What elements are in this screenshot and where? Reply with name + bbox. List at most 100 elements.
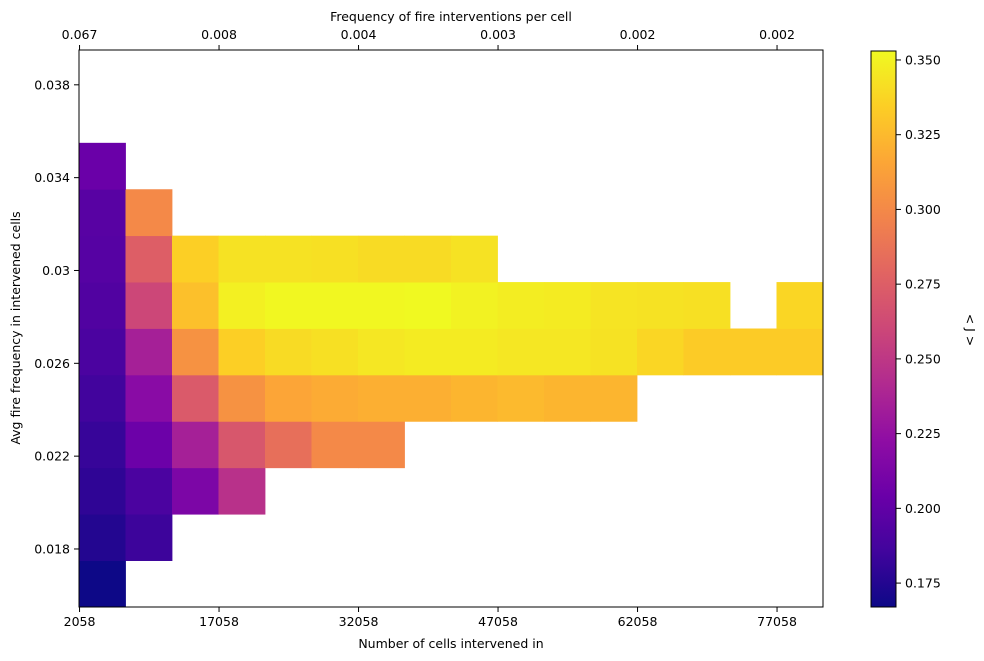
heatmap-cell (218, 282, 266, 329)
top-tick-label: 0.002 (620, 27, 656, 42)
heatmap-cell (79, 560, 126, 608)
y-axis: 0.018 0.022 0.026 0.03 0.034 0.038 (34, 77, 79, 556)
x-axis-label: Number of cells intervened in (358, 636, 543, 651)
heatmap-cell (683, 328, 731, 376)
heatmap-cell (125, 514, 173, 561)
colorbar-tick-label: 0.300 (905, 202, 941, 217)
y-axis-label: Avg fire frequency in intervened cells (8, 211, 23, 444)
heatmap-cell (125, 374, 173, 422)
heatmap-cell (265, 282, 312, 329)
heatmap-cell (311, 374, 359, 422)
heatmap-cell (637, 328, 684, 376)
y-tick-label: 0.034 (34, 170, 70, 185)
x-tick-label: 32058 (339, 614, 379, 629)
heatmap-cell (683, 282, 731, 329)
heatmap-cell (79, 467, 126, 515)
heatmap-cell (172, 374, 219, 422)
colorbar-tick-label: 0.175 (905, 576, 941, 591)
heatmap-cell (311, 421, 359, 469)
colorbar-ticks: 0.175 0.200 0.225 0.250 0.275 0.300 0.325 0.350 (896, 52, 941, 591)
plot-frame (78, 49, 824, 608)
colorbar-tick-label: 0.225 (905, 426, 941, 441)
heatmap-cell (125, 282, 173, 329)
heatmap-cell (544, 328, 591, 376)
heatmap-cell (79, 235, 126, 283)
heatmap-cell (590, 328, 638, 376)
heatmap-cell (776, 282, 824, 329)
heatmap-cell (497, 374, 545, 422)
heatmap-cell (404, 374, 452, 422)
heatmap-cell (358, 282, 405, 329)
x-tick-label: 2058 (64, 614, 96, 629)
y-tick-label: 0.022 (34, 449, 70, 464)
heatmap-cell (265, 235, 312, 283)
heatmap-cell (265, 421, 312, 469)
y-tick-label: 0.038 (34, 77, 70, 92)
heatmap-cell (358, 328, 405, 376)
heatmap-cell (404, 328, 452, 376)
heatmap-cell (79, 282, 126, 329)
x-tick-label: 47058 (478, 614, 518, 629)
heatmap-cell (218, 328, 266, 376)
heatmap-cell (218, 467, 266, 515)
heatmap-cells (79, 142, 824, 608)
heatmap-cell (404, 282, 452, 329)
top-tick-label: 0.002 (759, 27, 795, 42)
heatmap-cell (79, 374, 126, 422)
colorbar-label: < J > (963, 314, 978, 347)
heatmap-cell (730, 328, 777, 376)
heatmap-cell (125, 328, 173, 376)
y-tick-label: 0.03 (42, 263, 70, 278)
heatmap-cell (497, 282, 545, 329)
heatmap-cell (125, 235, 173, 283)
heatmap-cell (79, 142, 126, 190)
heatmap-cell (125, 189, 173, 237)
heatmap-cell (497, 328, 545, 376)
colorbar-tick-label: 0.200 (905, 501, 941, 516)
heatmap-cell (451, 282, 498, 329)
heatmap-cell (172, 235, 219, 283)
heatmap-cell (637, 282, 684, 329)
top-tick-label: 0.004 (341, 27, 377, 42)
top-axis-label: Frequency of fire interventions per cell (330, 9, 572, 24)
top-tick-label: 0.067 (62, 27, 98, 42)
heatmap-cell (172, 467, 219, 515)
heatmap-cell (218, 374, 266, 422)
heatmap-cell (172, 328, 219, 376)
heatmap-cell (590, 282, 638, 329)
heatmap-cell (265, 328, 312, 376)
heatmap-cell (218, 235, 266, 283)
colorbar-tick-label: 0.275 (905, 277, 941, 292)
heatmap-cell (544, 282, 591, 329)
colorbar-gradient (870, 50, 897, 608)
heatmap-cell (358, 421, 405, 469)
heatmap-cell (776, 328, 824, 376)
heatmap-cell (265, 374, 312, 422)
heatmap-cell (125, 421, 173, 469)
y-tick-label: 0.018 (34, 541, 70, 556)
colorbar-tick-label: 0.325 (905, 127, 941, 142)
heatmap-cell (79, 421, 126, 469)
heatmap-cell (79, 189, 126, 237)
heatmap-cell (311, 235, 359, 283)
x-axis-top: 0.067 0.008 0.004 0.003 0.002 0.002 (62, 27, 795, 50)
heatmap-cell (358, 374, 405, 422)
colorbar: 0.175 0.200 0.225 0.250 0.275 0.300 0.325 0.350… (870, 50, 978, 608)
colorbar-tick-label: 0.250 (905, 351, 941, 366)
heatmap-cell (172, 282, 219, 329)
heatmap-cell (404, 235, 452, 283)
heatmap-cell (79, 328, 126, 376)
y-tick-label: 0.026 (34, 356, 70, 371)
heatmap-cell (358, 235, 405, 283)
heatmap-cell (451, 328, 498, 376)
heatmap-cell (590, 374, 638, 422)
heatmap-cell (544, 374, 591, 422)
heatmap-cell (311, 328, 359, 376)
x-tick-label: 62058 (618, 614, 658, 629)
top-tick-label: 0.008 (201, 27, 237, 42)
heatmap-cell (79, 514, 126, 561)
heatmap-cell (311, 282, 359, 329)
heatmap-cell (451, 374, 498, 422)
heatmap-cell (451, 235, 498, 283)
